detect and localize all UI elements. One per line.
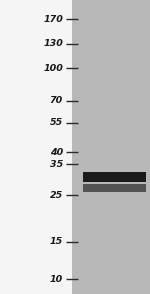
Text: 170: 170: [43, 15, 63, 24]
Text: 25: 25: [50, 191, 63, 200]
Text: 40: 40: [50, 148, 63, 156]
Text: 35: 35: [50, 160, 63, 169]
Text: 10: 10: [50, 275, 63, 284]
Text: 55: 55: [50, 118, 63, 127]
Text: 100: 100: [43, 64, 63, 73]
Text: 15: 15: [50, 238, 63, 246]
Text: 130: 130: [43, 39, 63, 49]
Text: 70: 70: [50, 96, 63, 105]
Bar: [0, 0, 72, 294]
Bar: [72, 0, 150, 294]
